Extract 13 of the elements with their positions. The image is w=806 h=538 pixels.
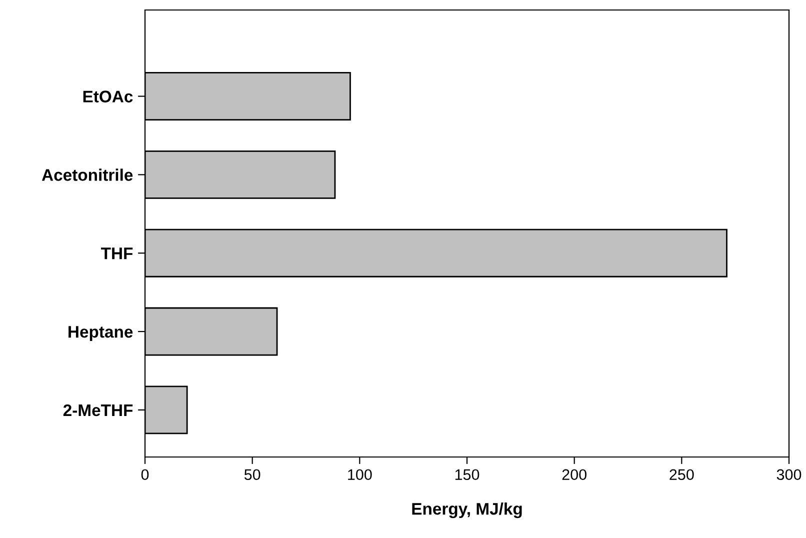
x-tick-label: 150 (455, 469, 480, 480)
y-tick-label: EtOAc (83, 90, 133, 102)
y-tick-label: THF (100, 248, 133, 260)
y-tick-label: 2-MeTHF (63, 404, 133, 416)
x-tick-label: 250 (670, 469, 694, 480)
x-tick-label: 200 (562, 469, 586, 480)
x-tick-label: 50 (244, 469, 260, 480)
x-tick-label: 300 (776, 469, 802, 480)
x-tick-label: 0 (141, 469, 149, 480)
y-tick-label: Acetonitrile (42, 168, 133, 181)
y-tick-label: Heptane (68, 326, 133, 342)
x-tick-label: 100 (348, 469, 372, 480)
x-axis-title: Energy, MJ/kg (412, 502, 522, 518)
